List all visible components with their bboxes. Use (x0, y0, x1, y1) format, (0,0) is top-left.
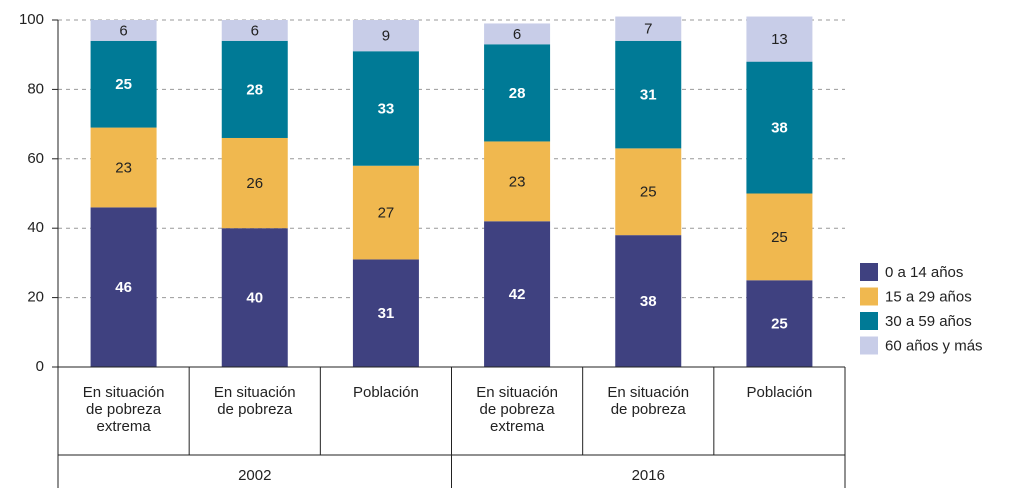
data-label: 31 (640, 87, 657, 104)
data-label: 23 (115, 159, 132, 176)
legend-label: 60 años y más (885, 337, 983, 354)
bar-segment (352, 20, 419, 52)
bar-segment (615, 16, 682, 41)
legend-swatch (860, 312, 878, 330)
bar-segment (221, 20, 288, 41)
legend-swatch (860, 263, 878, 281)
legend-label: 0 a 14 años (885, 264, 963, 281)
group-label: 2016 (632, 467, 665, 484)
data-label: 25 (771, 229, 788, 246)
bar-segment (615, 235, 682, 367)
data-label: 9 (382, 28, 390, 45)
bar-segment (352, 259, 419, 367)
x-tick-label: extrema (96, 418, 151, 435)
x-tick-label: extrema (490, 418, 545, 435)
legend-label: 15 a 29 años (885, 288, 972, 305)
bar-segment (746, 61, 813, 194)
legend-swatch (860, 336, 878, 355)
data-label: 7 (644, 21, 652, 38)
bar-segment (484, 23, 551, 45)
bar-segment (221, 40, 288, 138)
y-tick-label: 0 (36, 358, 44, 375)
bar-segment (90, 127, 157, 208)
data-label: 42 (509, 286, 526, 303)
data-label: 28 (509, 85, 526, 102)
x-tick-label: Población (353, 384, 419, 401)
bar-segment (615, 40, 682, 149)
bar-segment (352, 165, 419, 260)
data-label: 6 (513, 26, 521, 43)
data-label: 6 (119, 22, 127, 39)
bar-segment (90, 207, 157, 367)
data-label: 26 (246, 175, 263, 192)
x-tick-label: En situación (607, 384, 689, 401)
group-label: 2002 (238, 467, 271, 484)
bar-segment (484, 141, 551, 222)
data-label: 31 (378, 305, 395, 322)
y-tick-label: 80 (27, 80, 44, 97)
data-label: 38 (771, 120, 788, 137)
x-tick-label: En situación (83, 384, 165, 401)
x-tick-label: de pobreza (217, 401, 293, 418)
bar-segment (221, 137, 288, 229)
data-label: 27 (378, 205, 395, 222)
data-label: 38 (640, 293, 657, 310)
bar-segment (90, 40, 157, 128)
data-label: 25 (640, 184, 657, 201)
x-tick-label: de pobreza (611, 401, 687, 418)
legend-swatch (860, 287, 878, 306)
y-tick-label: 40 (27, 219, 44, 236)
bar-segment (746, 280, 813, 367)
x-tick-label: En situación (476, 384, 558, 401)
data-label: 13 (771, 31, 788, 48)
data-label: 40 (246, 290, 263, 307)
x-tick-label: Población (746, 384, 812, 401)
x-tick-label: En situación (214, 384, 296, 401)
bar-segment (221, 228, 288, 367)
bar-segment (746, 16, 813, 62)
data-label: 25 (115, 76, 132, 93)
bar-segment (746, 193, 813, 281)
data-label: 6 (251, 22, 259, 39)
data-label: 23 (509, 173, 526, 190)
data-label: 25 (771, 316, 788, 333)
data-label: 28 (246, 81, 263, 98)
bar-segment (90, 20, 157, 41)
data-label: 33 (378, 100, 395, 117)
x-tick-label: de pobreza (86, 401, 162, 418)
bar-segment (484, 44, 551, 142)
bar-segment (484, 221, 551, 367)
y-tick-label: 100 (19, 11, 44, 28)
y-tick-label: 60 (27, 150, 44, 167)
y-tick-label: 20 (27, 289, 44, 306)
bar-segment (352, 51, 419, 166)
x-tick-label: de pobreza (480, 401, 556, 418)
bar-segment (615, 148, 682, 236)
legend-label: 30 a 59 años (885, 313, 972, 330)
data-label: 46 (115, 279, 132, 296)
